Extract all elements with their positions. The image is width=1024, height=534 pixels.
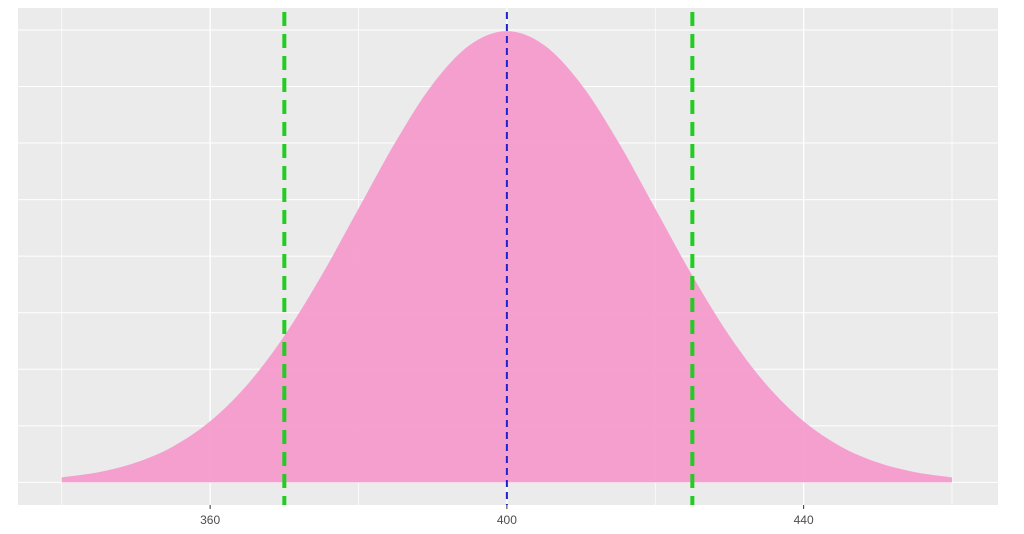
x-tick-label: 440 <box>794 513 814 527</box>
x-tick-label: 400 <box>497 513 517 527</box>
x-tick-label: 360 <box>200 513 220 527</box>
